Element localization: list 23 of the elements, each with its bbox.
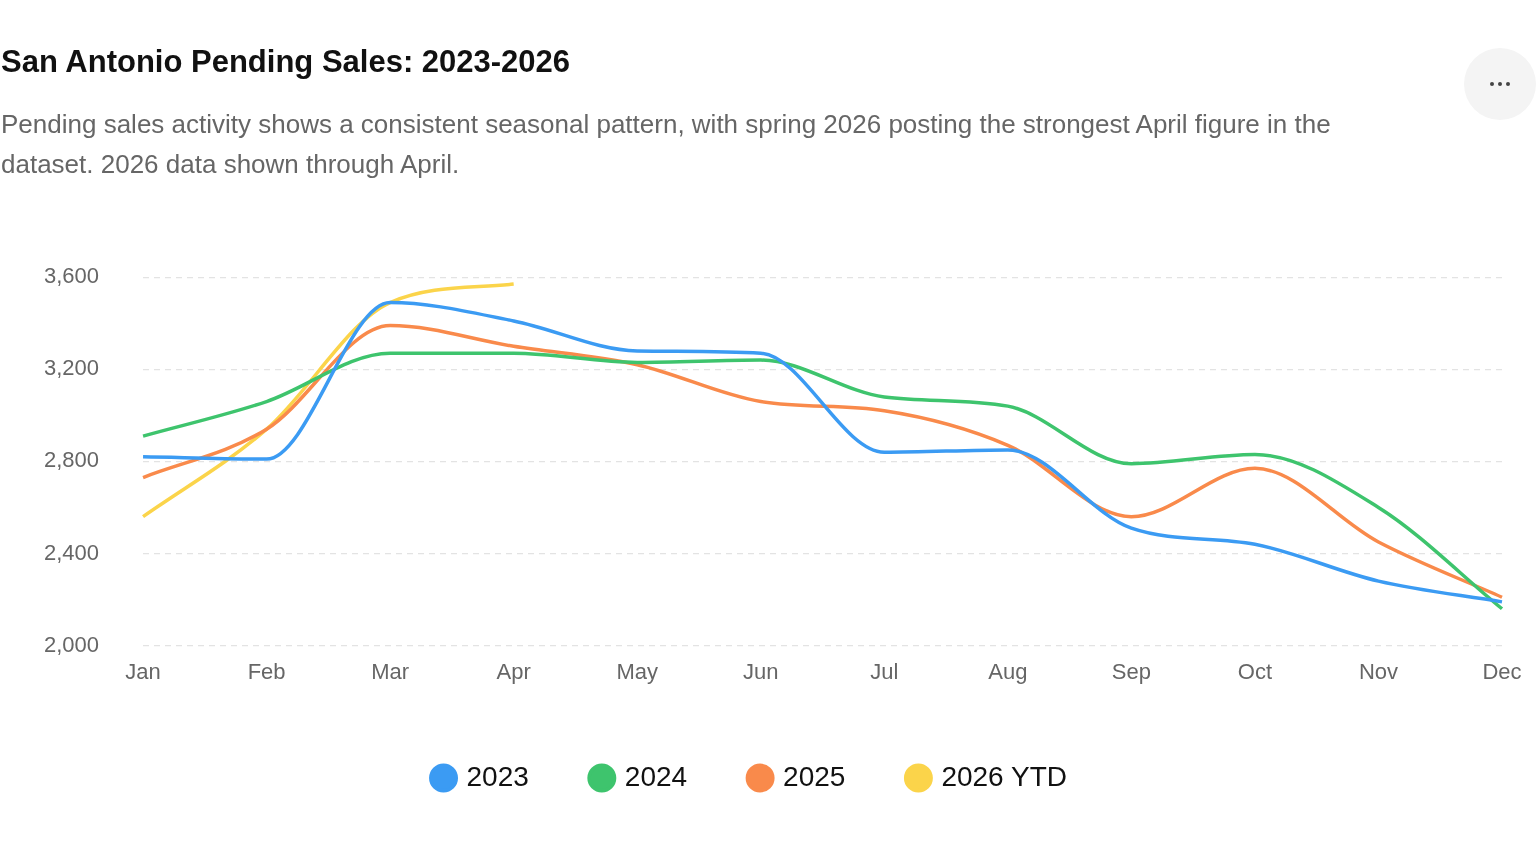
x-tick-label: Aug [988,658,1028,684]
x-tick-label: Oct [1237,658,1273,684]
x-tick-label: Dec [1482,658,1522,684]
chart-subtitle: Pending sales activity shows a consistent seasonal pattern, with spring 2026 posting the strongest April figure in the dataset. 2026 data shown through April. [1,108,1332,181]
legend-label: 2026 YTD [941,760,1067,792]
y-tick-label: 2,800 [43,447,100,473]
x-tick-label: Apr [496,658,531,684]
legend-label: 2025 [783,760,846,792]
x-tick-label: Sep [1111,658,1151,684]
y-tick-label: 3,600 [43,263,100,289]
y-tick-label: 2,400 [43,539,100,565]
chart-title: San Antonio Pending Sales: 2023-2026 [1,44,571,80]
x-tick-label: Nov [1358,658,1399,684]
x-tick-label: May [616,658,658,684]
y-tick-label: 2,000 [43,631,100,657]
x-tick-label: Feb [247,658,286,684]
x-tick-label: Jan [125,658,161,684]
legend-label: 2024 [624,760,688,792]
legend-label: 2023 [466,760,529,792]
x-tick-label: Jul [870,658,899,684]
y-tick-label: 3,200 [43,355,100,381]
x-tick-label: Jun [743,658,779,684]
x-tick-label: Mar [371,658,410,684]
